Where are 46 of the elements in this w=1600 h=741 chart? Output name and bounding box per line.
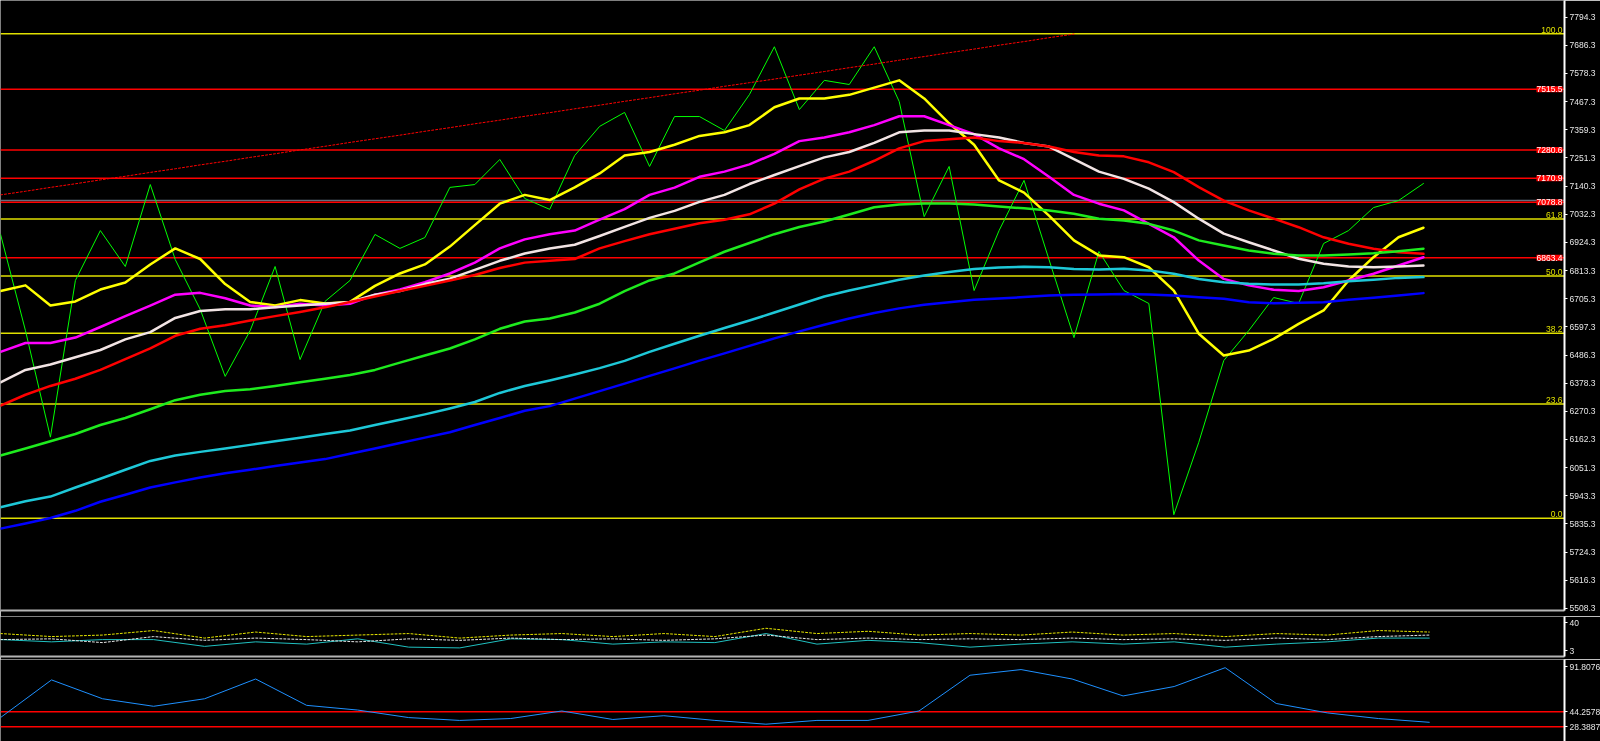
y-tick-label: 7686.3 (1569, 40, 1596, 51)
line-series (0, 291, 1425, 530)
y-tick-label: 7359.3 (1569, 124, 1596, 135)
line-series (0, 202, 1425, 457)
y-tick-label: 7794.3 (1569, 12, 1596, 23)
ref-line-label: 0.0 (1550, 509, 1563, 520)
y-tick-label: 5616.3 (1569, 575, 1596, 586)
ref-line-label: 61.8 (1545, 209, 1563, 220)
y-tick-label: 7578.3 (1569, 68, 1596, 79)
line-series (0, 627, 1430, 639)
line-series (0, 667, 1430, 725)
y-tick-label: 6051.3 (1569, 462, 1596, 473)
ref-line-label: 100.0 (1541, 24, 1563, 35)
y-tick-label: 91.8076 (1569, 661, 1600, 672)
y-tick-label: 7032.3 (1569, 209, 1596, 220)
y-tick-label: 7251.3 (1569, 152, 1596, 163)
y-tick-label: 5724.3 (1569, 547, 1596, 558)
line-series (0, 265, 1425, 509)
ref-line-label: 6863.4 (1536, 252, 1563, 263)
ref-line-label: 7078.8 (1536, 197, 1563, 208)
line-series (0, 633, 1430, 649)
y-tick-label: 44.2578 (1569, 706, 1600, 717)
y-tick-label: 6705.3 (1569, 293, 1596, 304)
y-tick-label: 28.3887 (1569, 721, 1600, 732)
y-tick-label: 3 (1569, 645, 1575, 656)
line-series (0, 46, 1424, 516)
y-tick-label: 7467.3 (1569, 96, 1596, 107)
y-tick-label: 6924.3 (1569, 237, 1596, 248)
y-tick-label: 5943.3 (1569, 490, 1596, 501)
line-series (0, 634, 1430, 644)
ref-line-label: 50.0 (1545, 267, 1563, 278)
y-tick-label: 5835.3 (1569, 518, 1596, 529)
y-tick-label: 6597.3 (1569, 321, 1596, 332)
y-tick-label: 6270.3 (1569, 406, 1596, 417)
y-tick-label: 6378.3 (1569, 378, 1596, 389)
y-tick-label: 6813.3 (1569, 265, 1596, 276)
y-tick-label: 7140.3 (1569, 181, 1596, 192)
ref-line-label: 23.6 (1545, 394, 1563, 405)
y-tick-label: 5508.3 (1569, 603, 1596, 614)
y-tick-label: 40 (1569, 617, 1580, 628)
y-tick-label: 6486.3 (1569, 350, 1596, 361)
y-tick-label: 6162.3 (1569, 434, 1596, 445)
ref-line-label: 7515.5 (1536, 84, 1563, 95)
ref-line-label: 7170.9 (1536, 173, 1563, 184)
ref-line-label: 7280.6 (1536, 145, 1563, 156)
ref-line-label: 38.2 (1545, 324, 1563, 335)
